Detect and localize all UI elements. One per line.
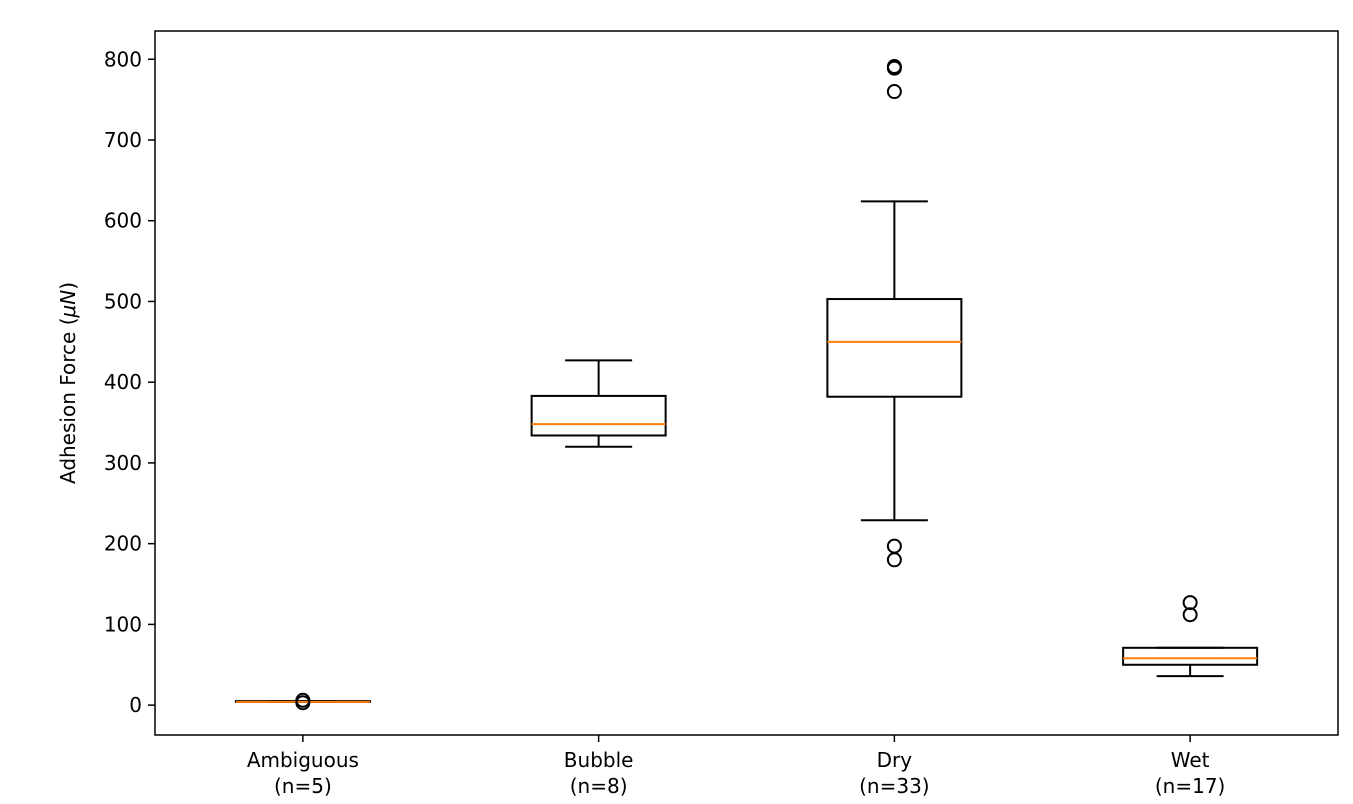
outlier-point	[886, 538, 902, 554]
outlier-point	[886, 59, 902, 75]
x-tick-count: (n=5)	[274, 774, 332, 798]
iqr-box	[530, 394, 667, 437]
box-group-wet	[1122, 595, 1259, 678]
y-axis-label: Adhesion Force (μN)	[56, 282, 80, 484]
y-tick-label: 700	[104, 128, 142, 152]
outlier-point	[1182, 595, 1198, 611]
plot-frame	[154, 30, 1339, 736]
y-tick-label: 500	[104, 289, 142, 313]
y-axis-label-suffix: )	[56, 282, 80, 290]
iqr-box	[1122, 646, 1259, 666]
chart-marks	[234, 59, 1259, 711]
y-axis-label-mu: μ	[56, 305, 80, 319]
outlier-point	[886, 84, 902, 100]
plot-background	[155, 31, 1338, 735]
y-tick-label: 800	[104, 47, 142, 71]
y-axis-label-prefix: Adhesion Force (	[56, 317, 80, 484]
y-tick-label: 0	[129, 693, 142, 717]
x-tick-count: (n=17)	[1155, 774, 1226, 798]
y-axis: 0 100 200 300 400 500 600 700 800	[104, 47, 155, 717]
outlier-point	[295, 692, 311, 708]
y-axis-label-unit: N	[56, 290, 80, 305]
box-group-bubble	[530, 359, 667, 448]
box-group-ambiguous	[234, 692, 371, 711]
y-tick-label: 400	[104, 370, 142, 394]
y-tick-label: 100	[104, 612, 142, 636]
y-tick-label: 300	[104, 451, 142, 475]
x-tick-label: Dry	[877, 748, 913, 772]
x-tick-count: (n=8)	[570, 774, 628, 798]
y-tick-label: 200	[104, 532, 142, 556]
x-tick-label: Ambiguous	[247, 748, 359, 772]
x-tick-label: Bubble	[564, 748, 634, 772]
y-tick-label: 600	[104, 209, 142, 233]
x-tick-label: Wet	[1171, 748, 1210, 772]
iqr-box	[826, 298, 963, 398]
box-group-dry	[826, 59, 963, 568]
x-tick-count: (n=33)	[859, 774, 930, 798]
x-axis: Ambiguous(n=5) Bubble(n=8) Dry(n=33) Wet(n=…	[247, 735, 1226, 798]
